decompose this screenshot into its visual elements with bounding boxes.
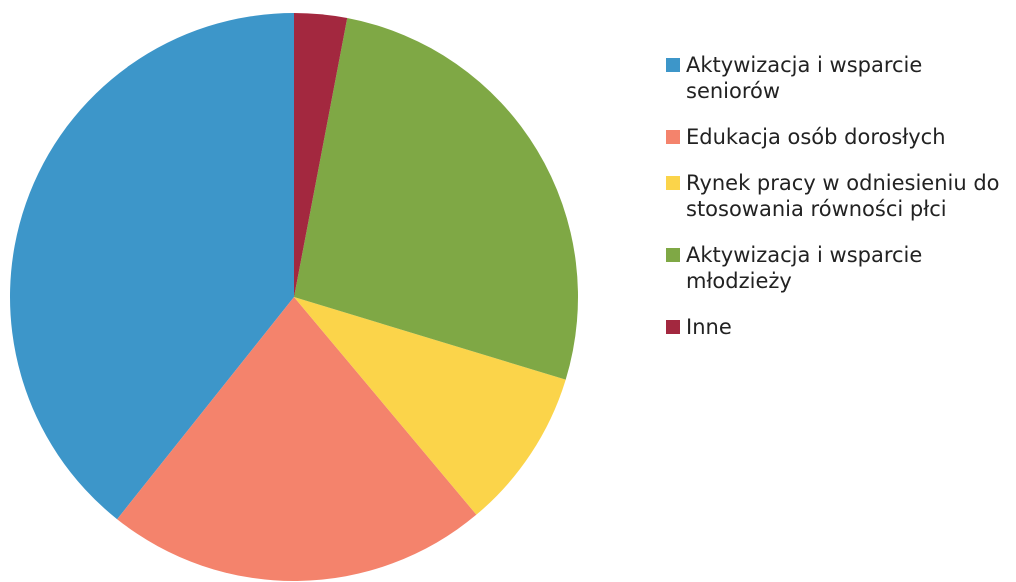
legend-item: Rynek pracy w odniesieniu do stosowania … [666,170,1011,222]
pie-slice [10,13,295,520]
legend: Aktywizacja i wsparcie seniorów Edukacja … [666,52,1011,360]
pie-slice [117,297,477,581]
legend-item: Aktywizacja i wsparcie młodzieży [666,242,1011,294]
pie-slice [294,13,348,297]
legend-item: Edukacja osób dorosłych [666,124,1011,150]
legend-swatch [666,320,680,334]
pie-slice [294,297,566,515]
legend-swatch [666,58,680,72]
legend-swatch [666,248,680,262]
chart [10,13,578,581]
legend-swatch [666,176,680,190]
legend-label: Inne [686,315,732,339]
legend-swatch [666,130,680,144]
pie-slice [294,18,578,380]
legend-label: Edukacja osób dorosłych [686,125,946,149]
legend-label: Aktywizacja i wsparcie seniorów [686,53,923,103]
legend-label: Aktywizacja i wsparcie młodzieży [686,243,923,293]
legend-item: Aktywizacja i wsparcie seniorów [666,52,1011,104]
legend-item: Inne [666,314,1011,340]
legend-label: Rynek pracy w odniesieniu do stosowania … [686,171,1000,221]
